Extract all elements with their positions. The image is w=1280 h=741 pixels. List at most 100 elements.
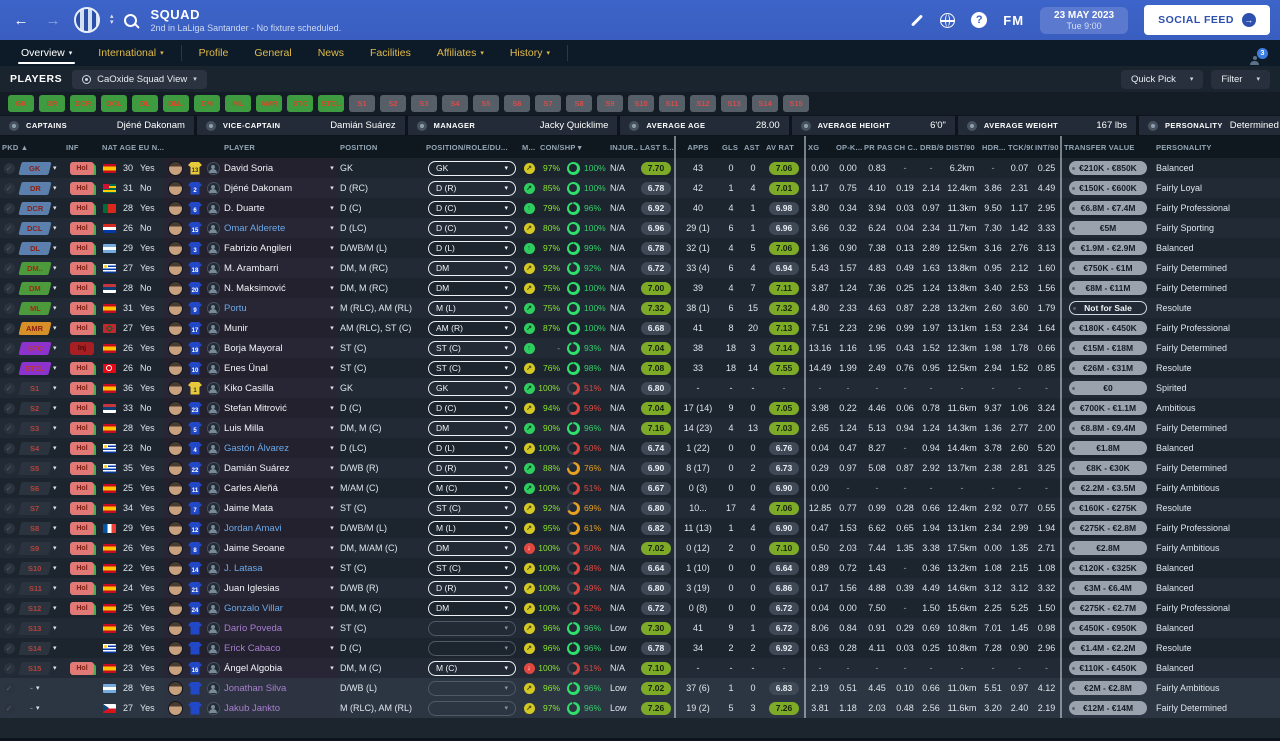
- person-silhouette-icon[interactable]: [206, 441, 220, 455]
- row-checkbox[interactable]: ✓: [0, 262, 18, 274]
- picked-position-cell[interactable]: S5 ▾: [18, 461, 64, 475]
- tab-international[interactable]: International ▾: [85, 40, 176, 66]
- player-name-cell[interactable]: J. Latasa: [222, 563, 326, 574]
- chevron-down-icon[interactable]: ▾: [330, 305, 334, 312]
- player-menu-cell[interactable]: ▾: [326, 664, 338, 672]
- column-header-inf[interactable]: INF: [66, 142, 79, 152]
- position-chip-s1[interactable]: S1: [349, 95, 375, 112]
- position-chip-dcl[interactable]: DCL: [101, 95, 127, 112]
- person-silhouette-icon[interactable]: [206, 521, 220, 535]
- transfer-value-cell[interactable]: €110K - €450K: [1062, 661, 1154, 675]
- check-icon[interactable]: ✓: [3, 222, 15, 234]
- player-face-avatar[interactable]: [167, 280, 183, 296]
- tab-general[interactable]: General: [241, 40, 304, 66]
- position-chip-s2[interactable]: S2: [380, 95, 406, 112]
- picked-position-chip[interactable]: S11: [18, 581, 52, 595]
- position-role-select[interactable]: M (L) ▾: [428, 300, 516, 316]
- position-chip-dl[interactable]: DL: [132, 95, 158, 112]
- column-header-stat[interactable]: OP-K...: [836, 142, 862, 152]
- position-role-select[interactable]: D (C) ▾: [428, 200, 516, 216]
- chevron-down-icon[interactable]: ▾: [330, 665, 334, 672]
- player-menu-cell[interactable]: ▾: [326, 564, 338, 572]
- quick-pick-button[interactable]: Quick Pick ▾: [1120, 69, 1204, 89]
- player-name[interactable]: Jaime Seoane: [224, 542, 285, 554]
- check-icon[interactable]: ✓: [3, 702, 15, 714]
- role-select-cell[interactable]: ST (C) ▾: [424, 340, 520, 356]
- role-select-cell[interactable]: M (C) ▾: [424, 660, 520, 676]
- player-face-avatar[interactable]: [167, 320, 183, 336]
- check-icon[interactable]: ✓: [3, 342, 15, 354]
- transfer-value-chip[interactable]: €12M - €14M: [1069, 701, 1147, 715]
- role-select-cell[interactable]: ST (C) ▾: [424, 560, 520, 576]
- position-chip-ml[interactable]: ML: [225, 95, 251, 112]
- picked-position-chip[interactable]: S9: [18, 541, 52, 555]
- transfer-value-chip[interactable]: €110K - €450K: [1069, 661, 1147, 675]
- position-role-select[interactable]: ST (C) ▾: [428, 340, 516, 356]
- picked-position-chip[interactable]: S7: [18, 501, 52, 515]
- person-silhouette-icon[interactable]: [206, 661, 220, 675]
- column-header-pkd[interactable]: PKD ▲: [2, 142, 29, 152]
- check-icon[interactable]: ✓: [3, 602, 15, 614]
- check-icon[interactable]: ✓: [3, 242, 15, 254]
- chevron-down-icon[interactable]: ▾: [330, 385, 334, 392]
- player-name[interactable]: Djéné Dakonam: [224, 182, 293, 194]
- search-icon[interactable]: [123, 13, 137, 27]
- check-icon[interactable]: ✓: [3, 522, 15, 534]
- player-name-cell[interactable]: Fabrizio Angileri: [222, 243, 326, 254]
- player-name-cell[interactable]: Portu: [222, 303, 326, 314]
- picked-position-cell[interactable]: DM.. ▾: [18, 261, 64, 275]
- transfer-value-chip[interactable]: €8.8M - €9.4M: [1069, 421, 1147, 435]
- row-checkbox[interactable]: ✓: [0, 622, 18, 634]
- player-name[interactable]: Gastón Álvarez: [224, 442, 289, 454]
- picked-position-cell[interactable]: GK ▾: [18, 161, 64, 175]
- person-silhouette-icon[interactable]: [206, 481, 220, 495]
- prev-next-chevrons-icon[interactable]: ▴ ▾: [110, 13, 114, 26]
- player-name-cell[interactable]: Jaime Mata: [222, 503, 326, 514]
- transfer-value-cell[interactable]: €450K - €950K: [1062, 621, 1154, 635]
- person-silhouette-icon[interactable]: [206, 641, 220, 655]
- player-name-cell[interactable]: Darío Poveda: [222, 623, 326, 634]
- player-face-avatar[interactable]: [167, 660, 183, 676]
- date-continue-button[interactable]: 23 MAY 2023 Tue 9:00: [1040, 6, 1129, 34]
- column-header-player[interactable]: PLAYER: [224, 142, 255, 152]
- chevron-down-icon[interactable]: ▾: [330, 345, 334, 352]
- notification-badge[interactable]: 3: [1250, 48, 1268, 65]
- player-face-avatar[interactable]: [167, 400, 183, 416]
- role-select-cell[interactable]: DM ▾: [424, 260, 520, 276]
- player-name[interactable]: Gonzalo Villar: [224, 602, 283, 614]
- player-menu-cell[interactable]: ▾: [326, 584, 338, 592]
- player-menu-cell[interactable]: ▾: [326, 544, 338, 552]
- column-header-gls[interactable]: GLS: [722, 142, 739, 152]
- picked-position-chip[interactable]: DCR: [18, 201, 52, 215]
- picked-position-cell[interactable]: S15 ▾: [18, 661, 64, 675]
- transfer-value-chip[interactable]: €2.2M - €3.5M: [1069, 481, 1147, 495]
- chevron-down-icon[interactable]: ▾: [53, 625, 57, 632]
- picked-position-cell[interactable]: S2 ▾: [18, 401, 64, 415]
- transfer-value-cell[interactable]: €0: [1062, 381, 1154, 395]
- player-name-cell[interactable]: M. Arambarri: [222, 263, 326, 274]
- player-name-cell[interactable]: Juan Iglesias: [222, 583, 326, 594]
- player-name[interactable]: Erick Cabaco: [224, 642, 281, 654]
- transfer-value-cell[interactable]: €1.4M - €2.2M: [1062, 641, 1154, 655]
- check-icon[interactable]: ✓: [3, 482, 15, 494]
- check-icon[interactable]: ✓: [3, 502, 15, 514]
- chevron-down-icon[interactable]: ▾: [330, 645, 334, 652]
- column-header-stat[interactable]: HDR...: [982, 142, 1006, 152]
- picked-position-chip[interactable]: S15: [18, 661, 52, 675]
- chevron-down-icon[interactable]: ▾: [53, 605, 57, 612]
- chevron-down-icon[interactable]: ▾: [330, 405, 334, 412]
- person-silhouette-icon[interactable]: [206, 561, 220, 575]
- person-silhouette-icon[interactable]: [206, 501, 220, 515]
- picked-position-chip[interactable]: STCL: [18, 361, 52, 375]
- picked-position-chip[interactable]: STC: [18, 341, 52, 355]
- transfer-value-chip[interactable]: €6.8M - €7.4M: [1069, 201, 1147, 215]
- picked-position-chip[interactable]: DL: [18, 241, 52, 255]
- column-header-nat-age-eu[interactable]: NAT AGE EU N...: [102, 142, 165, 152]
- picked-position-cell[interactable]: ML ▾: [18, 301, 64, 315]
- column-header-morale[interactable]: M...: [522, 142, 536, 152]
- picked-position-cell[interactable]: DR ▾: [18, 181, 64, 195]
- position-chip-s10[interactable]: S10: [628, 95, 654, 112]
- picked-position-chip[interactable]: DCL: [18, 221, 52, 235]
- role-select-cell[interactable]: M (L) ▾: [424, 520, 520, 536]
- transfer-value-chip[interactable]: €450K - €950K: [1069, 621, 1147, 635]
